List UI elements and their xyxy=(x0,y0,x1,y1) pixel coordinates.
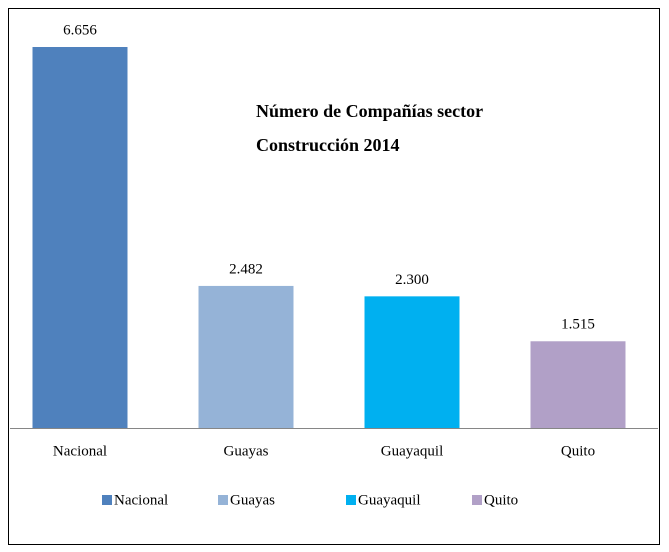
data-label: 1.515 xyxy=(561,317,595,333)
legend-swatch xyxy=(102,495,112,505)
bar xyxy=(32,47,128,428)
data-label: 2.482 xyxy=(229,261,263,277)
legend-swatch xyxy=(346,495,356,505)
legend-label: Quito xyxy=(484,492,518,508)
bar xyxy=(530,341,626,428)
data-label: 6.656 xyxy=(63,22,97,38)
bar xyxy=(364,296,460,428)
legend-label: Guayaquil xyxy=(358,492,420,508)
legend-label: Guayas xyxy=(230,492,275,508)
data-label: 2.300 xyxy=(395,272,429,288)
legend-swatch xyxy=(472,495,482,505)
x-tick-label: Quito xyxy=(561,443,595,459)
x-tick-label: Guayaquil xyxy=(381,443,443,459)
legend-swatch xyxy=(218,495,228,505)
x-tick-label: Guayas xyxy=(224,443,269,459)
chart-title: Número de Compañías sector Construcción … xyxy=(256,101,483,155)
x-tick-label: Nacional xyxy=(53,443,107,459)
legend-label: Nacional xyxy=(114,492,168,508)
bar xyxy=(198,285,294,428)
